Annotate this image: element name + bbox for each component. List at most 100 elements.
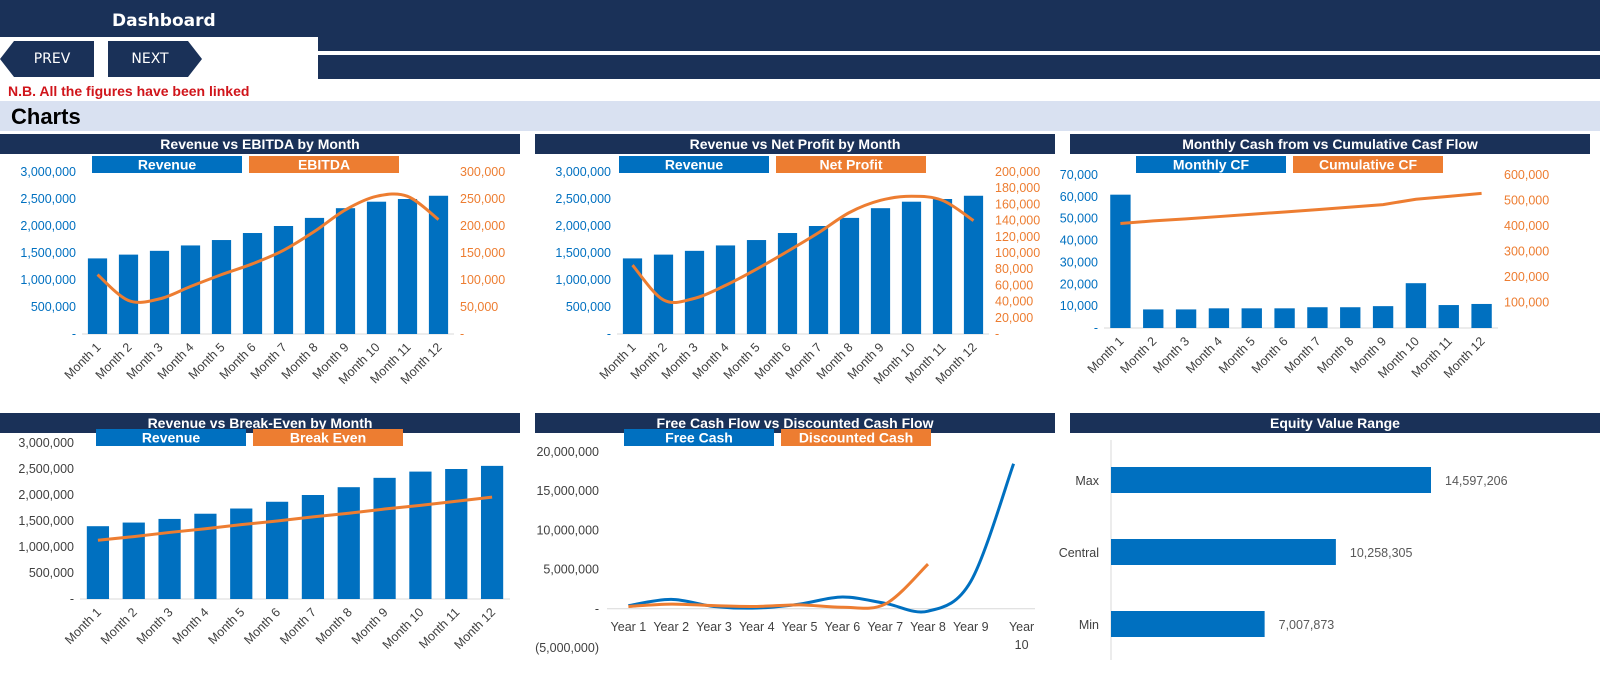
y-tick-label-right: 200,000 xyxy=(460,219,505,233)
y-tick-label-left: 50,000 xyxy=(1060,212,1098,226)
legend-swatch xyxy=(1293,156,1443,173)
x-tick-label: Month 8 xyxy=(313,605,355,647)
equity-range-chart: Equity Value Range Max 14,597,206 Central 10… xyxy=(1059,413,1600,660)
category-label: Max xyxy=(1075,474,1099,488)
bar-10 xyxy=(901,201,922,334)
y-tick-label-left: 1,000,000 xyxy=(555,273,611,287)
chart-title: Equity Value Range xyxy=(1270,415,1400,431)
x-tick-label: Year 4 xyxy=(739,620,775,634)
chart-title: Revenue vs Net Profit by Month xyxy=(690,136,901,152)
page-title: Dashboard xyxy=(112,11,216,31)
series-line xyxy=(96,192,440,304)
chart-title-bar xyxy=(1070,134,1590,154)
y-tick-label-left: 2,000,000 xyxy=(20,219,76,233)
revenue-ebitda-chart: Revenue vs EBITDA by Month Revenue EBITDA -… xyxy=(0,134,520,387)
y-tick-label: 10,000,000 xyxy=(536,523,599,537)
y-tick-label-left: 2,500,000 xyxy=(20,192,76,206)
bar-7 xyxy=(301,495,325,599)
y-tick-label-right: 160,000 xyxy=(995,197,1040,211)
y-tick-label: 5,000,000 xyxy=(543,563,599,577)
bar-10 xyxy=(366,201,387,334)
y-tick-label-right: 600,000 xyxy=(1504,168,1549,182)
bar-1 xyxy=(87,258,108,334)
chart-title-bar xyxy=(535,134,1055,154)
bar-8 xyxy=(839,217,860,334)
y-tick-label-left: 2,500,000 xyxy=(18,462,74,476)
series-line-2 xyxy=(628,563,930,610)
y-tick-label-right: 100,000 xyxy=(995,246,1040,260)
x-tick-label: Month 7 xyxy=(277,605,319,647)
y-tick-label-left: 1,500,000 xyxy=(18,514,74,528)
bar-4 xyxy=(715,245,736,334)
legend-swatch xyxy=(96,429,246,446)
y-tick-label-right: 40,000 xyxy=(995,295,1033,309)
bar-6 xyxy=(777,233,798,334)
bar-12 xyxy=(1471,303,1492,328)
bar-12 xyxy=(480,465,504,599)
x-tick-label: Year 2 xyxy=(653,620,689,634)
legend-swatch xyxy=(92,156,242,173)
x-tick-label: Year 5 xyxy=(782,620,818,634)
y-tick-label-left: - xyxy=(607,327,611,341)
y-tick-label-right: - xyxy=(995,327,999,341)
x-tick-label: Year 3 xyxy=(696,620,732,634)
legend-label: Break Even xyxy=(290,430,366,446)
x-tick-label: Year 1 xyxy=(611,620,647,634)
y-tick-label-left: 500,000 xyxy=(566,300,611,314)
value-label: 7,007,873 xyxy=(1279,618,1335,632)
y-tick-label-left: 2,000,000 xyxy=(555,219,611,233)
bar-11 xyxy=(1438,305,1459,328)
equity-bar-central xyxy=(1111,539,1336,565)
next-button[interactable]: NEXT xyxy=(108,41,202,77)
y-tick-label-left: 1,000,000 xyxy=(18,540,74,554)
y-tick-label-left: 2,000,000 xyxy=(18,488,74,502)
legend-swatch xyxy=(781,429,931,446)
x-tick-label: Year 6 xyxy=(825,620,861,634)
y-tick-label-left: 1,500,000 xyxy=(20,246,76,260)
bar-2 xyxy=(653,254,674,334)
bar-12 xyxy=(428,195,449,334)
monthly-cf-chart: Monthly Cash from vs Cumulative Casf Flo… xyxy=(1060,134,1590,381)
prev-button[interactable]: PREV xyxy=(0,41,94,77)
chart-title: Free Cash Flow vs Discounted Cash Flow xyxy=(657,415,934,431)
header-bar xyxy=(0,0,1600,37)
legend-label: Discounted Cash xyxy=(799,430,913,446)
series-line-1 xyxy=(628,463,1016,614)
x-tick-label: Month 4 xyxy=(170,605,212,647)
y-tick-label: - xyxy=(595,602,599,616)
bar-4 xyxy=(1208,308,1230,328)
bar-7 xyxy=(808,226,829,334)
equity-bar-min xyxy=(1111,611,1265,637)
y-tick-label-left: 500,000 xyxy=(29,566,74,580)
bar-9 xyxy=(870,208,891,334)
bar-3 xyxy=(158,518,181,599)
y-tick-label-right: 150,000 xyxy=(460,246,505,260)
y-tick-label-left: 3,000,000 xyxy=(555,165,611,179)
bar-11 xyxy=(445,469,468,599)
x-tick-label: Month 1 xyxy=(62,605,104,647)
bar-1 xyxy=(86,526,110,599)
bar-9 xyxy=(1372,306,1394,328)
y-tick-label-right: 180,000 xyxy=(995,181,1040,195)
y-tick-label-right: 140,000 xyxy=(995,214,1040,228)
bar-9 xyxy=(335,208,356,334)
legend-label: Monthly CF xyxy=(1173,157,1250,173)
y-tick-label-right: 100,000 xyxy=(1504,296,1549,310)
bar-9 xyxy=(373,477,396,599)
y-tick-label-right: - xyxy=(460,327,464,341)
y-tick-label-left: 500,000 xyxy=(31,300,76,314)
y-tick-label-left: 20,000 xyxy=(1060,277,1098,291)
bar-7 xyxy=(1307,307,1328,328)
legend-swatch xyxy=(624,429,774,446)
chart-title-bar xyxy=(1070,413,1600,433)
y-tick-label-right: 80,000 xyxy=(995,262,1033,276)
legend-label: Revenue xyxy=(665,157,724,173)
legend-swatch xyxy=(619,156,769,173)
y-tick-label-left: 3,000,000 xyxy=(18,436,74,450)
category-label: Central xyxy=(1059,546,1099,560)
bar-2 xyxy=(1143,309,1164,328)
series-line xyxy=(1120,191,1482,225)
bar-6 xyxy=(1274,308,1295,328)
legend-label: Net Profit xyxy=(820,157,883,173)
